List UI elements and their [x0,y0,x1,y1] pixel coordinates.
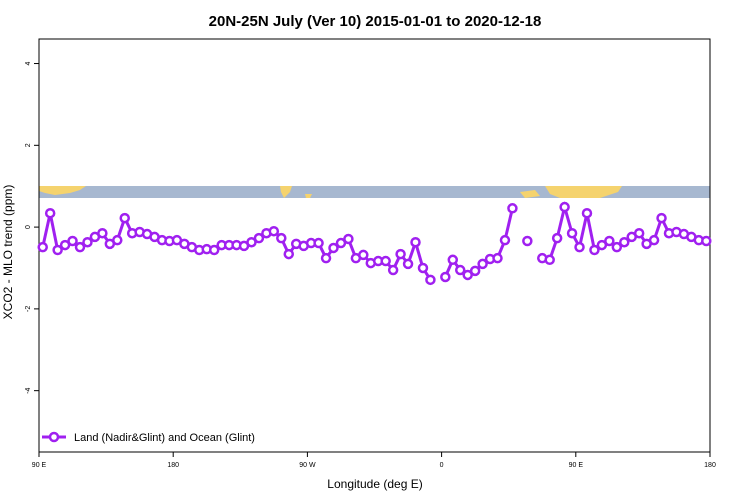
data-point [59,239,71,251]
data-point [454,264,466,276]
x-tick-label: 90 E [32,462,47,469]
data-point [492,252,503,264]
data-point [253,232,265,244]
x-tick-label: 180 [704,462,716,469]
x-tick-label: 180 [167,462,179,469]
data-point [507,203,518,214]
data-point [313,237,324,249]
x-tick-label: 90 E [569,462,584,469]
data-point [402,258,414,270]
data-point [589,244,600,256]
x-tick-label: 90 W [299,462,316,469]
data-point [447,254,459,266]
data-point [208,244,220,256]
data-point [656,212,667,224]
data-point [335,237,347,249]
data-point [276,232,287,244]
data-point [648,234,660,246]
y-tick-label: 0 [25,225,32,229]
x-tick-label: 0 [440,462,444,469]
y-tick-label: 2 [25,143,32,147]
data-point [581,207,593,219]
data-point [283,248,295,260]
data-point [343,233,354,245]
land [39,186,86,195]
data-point [52,244,63,256]
data-point [544,254,555,266]
data-point [522,235,533,247]
data-point [469,265,481,277]
data-point [380,255,391,267]
x-axis-label: Longitude (deg E) [327,477,422,491]
data-point [37,241,48,253]
land [520,190,540,198]
map-strip [39,186,710,198]
land [280,186,292,198]
data-point [44,207,56,219]
data-point [611,241,623,253]
data-point [320,252,332,264]
data-point [701,235,712,247]
legend-label: Land (Nadir&Glint) and Ocean (Glint) [74,432,255,444]
legend-marker [48,431,60,443]
data-point [477,258,488,270]
data-point [551,232,563,244]
data-point [619,236,630,248]
y-axis-label: XCO2 - MLO trend (ppm) [1,185,15,320]
land [545,186,622,198]
data-point [410,236,421,248]
data-point [395,248,406,260]
data-point [574,241,585,253]
y-tick-label: -4 [25,387,32,393]
data-point [440,271,451,283]
land [305,194,312,198]
data-point [462,269,473,281]
data-point [596,239,608,251]
legend: Land (Nadir&Glint) and Ocean (Glint) [42,431,255,444]
data-point [119,212,130,224]
data-point [425,274,436,286]
ocean-strip [39,186,710,198]
data-point [112,234,123,246]
chart-title: 20N-25N July (Ver 10) 2015-01-01 to 2020… [209,13,542,30]
data-point [417,262,429,274]
y-tick-label: 4 [25,61,32,65]
data-point [328,242,339,254]
data-point [82,236,93,248]
data-point [566,227,578,239]
data-point [97,227,108,239]
data-point [67,235,78,247]
data-point [387,264,399,276]
data-point [559,201,570,213]
data-point [604,235,615,247]
data-point [268,225,280,237]
data-point [358,249,369,261]
data-point [633,227,645,239]
data-point [246,236,257,248]
data-point [74,241,86,253]
data-point [499,234,511,246]
y-tick-label: -2 [25,306,32,312]
